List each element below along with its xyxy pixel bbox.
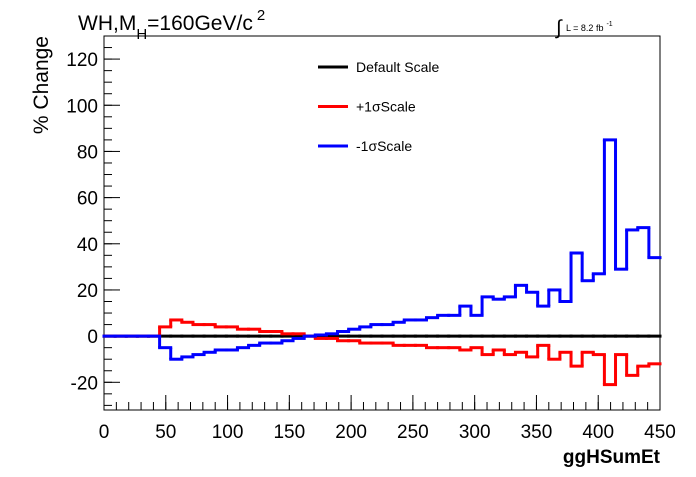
y-tick-label: 100 <box>66 96 98 117</box>
y-axis-label: % Change <box>30 36 53 134</box>
integral-sign: ∫ <box>555 17 563 39</box>
y-tick-label: 120 <box>66 50 98 71</box>
legend-label: +1σScale <box>356 99 416 115</box>
y-tick-label: 0 <box>87 327 98 348</box>
chart-title: WH,MH=160GeV/c 2 <box>78 7 265 43</box>
x-tick-label: 450 <box>644 422 676 443</box>
x-tick-label: 100 <box>212 422 244 443</box>
y-tick-label: 80 <box>77 142 98 163</box>
y-tick-label: 60 <box>77 189 98 210</box>
y-tick-label: 20 <box>77 281 98 302</box>
title-main: WH,M <box>78 12 136 35</box>
luminosity: L = 8.2 fb -1 <box>566 21 613 33</box>
x-tick-label: 0 <box>99 422 110 443</box>
x-tick-label: 300 <box>459 422 491 443</box>
lumi-sup: -1 <box>606 21 612 28</box>
plot-frame <box>103 35 661 411</box>
title-sup: 2 <box>257 7 265 24</box>
x-tick-label: 200 <box>335 422 367 443</box>
title-sub: H <box>136 26 147 43</box>
x-tick-label: 350 <box>521 422 553 443</box>
x-tick-label: 250 <box>397 422 429 443</box>
y-tick-label: 40 <box>77 235 98 256</box>
x-tick-label: 50 <box>155 422 176 443</box>
legend-label: -1σScale <box>356 138 412 154</box>
legend-label: Default Scale <box>356 59 439 75</box>
x-axis-label: ggHSumEt <box>563 447 661 468</box>
x-tick-label: 150 <box>273 422 305 443</box>
lumi-text: L = 8.2 fb <box>566 23 603 33</box>
y-tick-label: -20 <box>71 373 98 394</box>
x-tick-label: 400 <box>582 422 614 443</box>
title-rest: =160GeV/c <box>147 12 253 35</box>
